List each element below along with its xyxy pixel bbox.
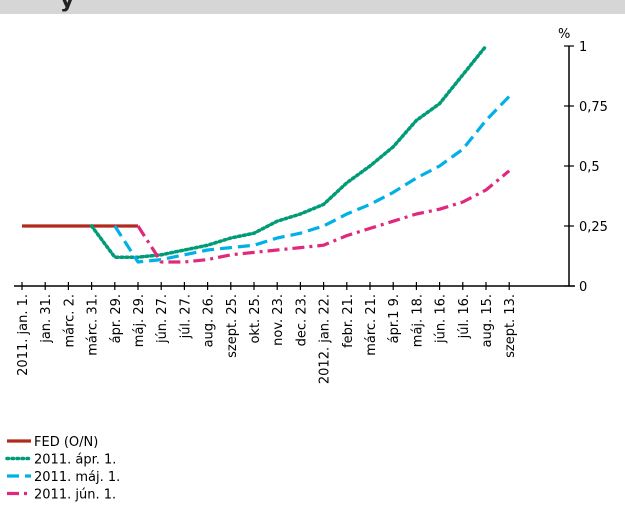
x-tick-label: nov. 23. xyxy=(271,294,286,346)
x-tick-label: dec. 23. xyxy=(294,294,309,346)
data-point-2011-jun-1-11 xyxy=(276,248,279,251)
data-point-2011-jun-1-12 xyxy=(299,246,302,249)
data-point-2011-maj-1-16 xyxy=(392,191,395,194)
data-point-2011-jun-1-21 xyxy=(508,169,511,172)
x-tick-label: 2012. jan. 22. xyxy=(318,294,333,384)
data-point-fed-o-n-0 xyxy=(20,224,23,227)
header-band: y xyxy=(0,0,625,14)
x-tick-label: ápr. 29. xyxy=(109,294,124,343)
data-point-2011-apr-1-17 xyxy=(415,119,418,122)
data-point-2011-apr-1-18 xyxy=(438,102,441,105)
x-tick-label: jan. 31. xyxy=(39,294,54,344)
data-point-2011-maj-1-19 xyxy=(461,148,464,151)
legend: FED (O/N) 2011. ápr. 1. 2011. máj. 1. 2011.… xyxy=(5,435,120,503)
series-line-2011-apr-1 xyxy=(89,44,488,259)
data-point-2011-apr-1-11 xyxy=(276,220,279,223)
x-tick-label: jún. 27. xyxy=(155,294,170,344)
data-point-2011-maj-1-9 xyxy=(229,246,232,249)
data-point-2011-maj-1-11 xyxy=(276,236,279,239)
data-point-2011-jun-1-17 xyxy=(415,212,418,215)
legend-label-2011-jun-1: 2011. jún. 1. xyxy=(34,488,116,503)
data-point-2011-apr-1-14 xyxy=(345,181,348,184)
data-point-2011-jun-1-19 xyxy=(461,200,464,203)
y-tick-label: 0,25 xyxy=(579,220,608,235)
x-tick-label: szept. 13. xyxy=(503,294,518,358)
data-point-2011-maj-1-21 xyxy=(508,95,511,98)
data-point-2011-apr-1-12 xyxy=(299,212,302,215)
data-point-2011-apr-1-3 xyxy=(90,224,93,227)
x-tick-label: okt. 25. xyxy=(248,294,263,344)
data-point-2011-apr-1-8 xyxy=(206,244,209,247)
data-point-2011-maj-1-10 xyxy=(252,244,255,247)
data-point-2011-jun-1-10 xyxy=(252,251,255,254)
data-point-2011-jun-1-7 xyxy=(183,260,186,263)
legend-label-fed-o-n: FED (O/N) xyxy=(34,435,98,450)
x-tick-label: jún. 16. xyxy=(434,294,449,344)
data-point-2011-apr-1-19 xyxy=(461,73,464,76)
x-tick-label: 2011. jan. 1. xyxy=(16,294,31,376)
x-tick-label: aug. 15. xyxy=(480,294,495,347)
data-point-2011-maj-1-15 xyxy=(368,203,371,206)
y-tick-label: 0 xyxy=(579,280,587,295)
data-point-2011-apr-1-4 xyxy=(113,256,116,259)
x-tick-label: szept. 25. xyxy=(225,294,240,358)
data-point-2011-jun-1-8 xyxy=(206,258,209,261)
y-tick-label: 1 xyxy=(579,40,587,55)
data-point-2011-apr-1-7 xyxy=(183,248,186,251)
data-point-2011-jun-1-18 xyxy=(438,208,441,211)
legend-label-2011-apr-1: 2011. ápr. 1. xyxy=(34,453,116,468)
data-point-2011-maj-1-13 xyxy=(322,224,325,227)
x-tick-label: febr. 21. xyxy=(341,294,356,348)
x-tick-label: júl. 16. xyxy=(457,294,472,339)
series-line-2011-jun-1 xyxy=(136,169,511,264)
data-point-2011-apr-1-10 xyxy=(252,232,255,235)
data-point-2011-jun-1-16 xyxy=(392,220,395,223)
data-point-2011-jun-1-9 xyxy=(229,253,232,256)
data-point-2011-jun-1-20 xyxy=(484,188,487,191)
data-point-2011-maj-1-14 xyxy=(345,212,348,215)
y-tick-label: 0,5 xyxy=(579,160,600,175)
data-point-2011-maj-1-12 xyxy=(299,232,302,235)
data-point-2011-jun-1-14 xyxy=(345,234,348,237)
x-tick-label: márc. 2. xyxy=(62,294,77,348)
header-title-fragment: y xyxy=(60,0,75,13)
series-layer xyxy=(20,44,511,264)
data-point-2011-jun-1-13 xyxy=(322,244,325,247)
data-point-2011-apr-1-15 xyxy=(368,164,371,167)
x-tick-label: ápr.1 9. xyxy=(387,294,402,343)
data-point-2011-maj-1-20 xyxy=(484,119,487,122)
x-tick-label: máj. 18. xyxy=(410,294,425,347)
y-axis-label: % xyxy=(558,27,570,42)
data-point-2011-maj-1-18 xyxy=(438,164,441,167)
data-point-2011-apr-1-13 xyxy=(322,203,325,206)
axes-layer: 0 0,25 0,5 0,75 1% 2011. jan. 1. jan. 31. márc.… xyxy=(14,27,608,384)
data-point-2011-apr-1-16 xyxy=(392,145,395,148)
x-tick-label: júl. 27. xyxy=(178,294,193,339)
series-line-2011-maj-1 xyxy=(113,95,511,264)
data-point-fed-o-n-1 xyxy=(44,224,47,227)
data-point-2011-jun-1-15 xyxy=(368,227,371,230)
x-tick-label: aug. 26. xyxy=(202,294,217,347)
x-tick-label: márc. 31. xyxy=(86,294,101,356)
data-point-2011-maj-1-7 xyxy=(183,253,186,256)
y-tick-label: 0,75 xyxy=(579,100,608,115)
data-point-2011-apr-1-9 xyxy=(229,236,232,239)
data-point-2011-maj-1-8 xyxy=(206,248,209,251)
data-point-2011-maj-1-5 xyxy=(136,260,139,263)
data-point-2011-maj-1-4 xyxy=(113,224,116,227)
data-point-2011-apr-1-6 xyxy=(160,253,163,256)
data-point-fed-o-n-2 xyxy=(67,224,70,227)
legend-label-2011-maj-1: 2011. máj. 1. xyxy=(34,470,120,485)
x-tick-label: márc. 21. xyxy=(364,294,379,356)
data-point-2011-jun-1-6 xyxy=(160,260,163,263)
x-tick-label: máj. 29. xyxy=(132,294,147,347)
data-point-2011-maj-1-17 xyxy=(415,176,418,179)
data-point-2011-jun-1-5 xyxy=(136,224,139,227)
data-point-2011-apr-1-20 xyxy=(484,44,487,47)
